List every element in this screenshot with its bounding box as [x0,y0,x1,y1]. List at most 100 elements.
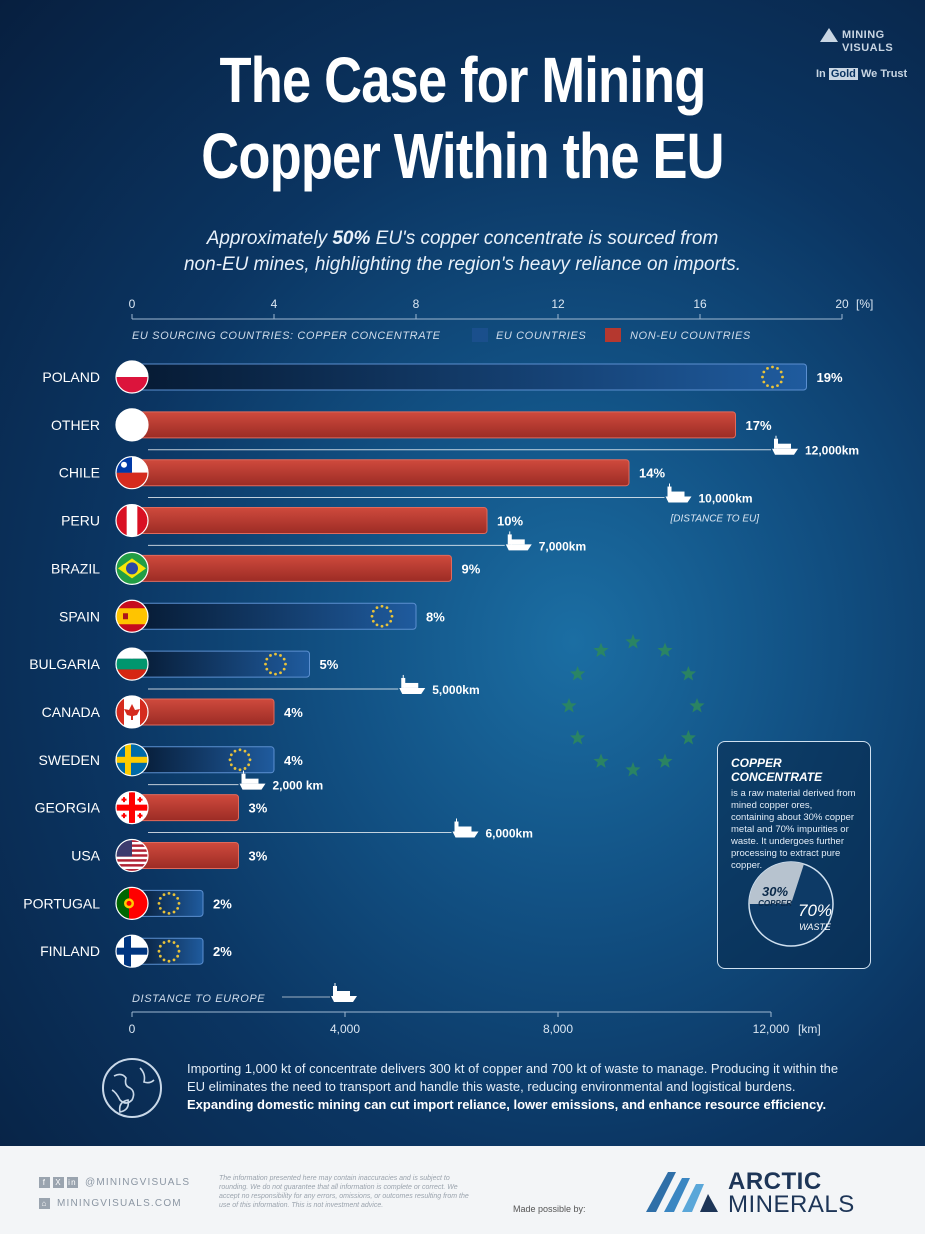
legend-non-eu-swatch [605,328,621,342]
copper-concentrate-info: COPPER CONCENTRATE is a raw material der… [717,741,871,969]
eu-emblem-star [162,910,166,914]
eu-star [593,642,609,657]
country-row-spain: SPAIN 8% [59,599,445,633]
pie-copper-name: COPPER [758,899,792,908]
country-row-georgia: GEORGIA 3% [35,791,268,825]
eu-emblem-star [274,672,277,676]
social-handle[interactable]: @MININGVISUALS [84,1177,191,1189]
ship-icon [399,674,426,694]
eu-star [657,642,673,657]
share-label: 10% [497,514,523,529]
route-georgia: 2,000 km [148,770,323,793]
share-label: 2% [213,896,232,911]
none-flag-icon [116,408,148,441]
eu-emblem-star [228,758,232,762]
eu-emblem-star [157,901,161,905]
share-label: 3% [249,801,268,816]
country-label: USA [71,848,100,864]
share-axis-tick-label: 8 [413,297,420,311]
distance-label: 7,000km [539,539,586,553]
share-label: 5% [320,657,339,672]
eu-emblem-star [233,749,237,753]
eu-emblem-star [243,749,247,753]
georgia-flag-icon [116,791,148,824]
eu-star [561,698,577,713]
eu-emblem-star [172,910,176,914]
pie-waste-name: WASTE [799,922,832,932]
route-canada: 5,000km [148,674,480,697]
distance-axis-tick-label: 4,000 [330,1022,360,1036]
eu-emblem-star [233,767,237,770]
eu-star [570,666,586,681]
eu-emblem-star [781,375,784,379]
linkedin-icon[interactable]: in [67,1177,78,1188]
eu-emblem-star [243,767,247,770]
eu-star [689,698,705,713]
country-label: FINLAND [40,943,100,959]
share-axis: 0 4 8 12 16 20 [%] [129,297,873,320]
home-icon: ⌂ [39,1198,50,1209]
eu-emblem-star [274,652,277,656]
eu-emblem-star [265,667,269,671]
eu-emblem-star [371,619,375,623]
eu-emblem-star [380,604,384,608]
country-row-other: OTHER 17% [51,408,772,442]
eu-emblem-star [229,753,233,757]
eu-emblem-star [375,623,379,627]
country-row-finland: FINLAND 2% [40,934,232,968]
eu-emblem-star [162,893,166,897]
share-label: 9% [462,561,481,576]
country-row-chile: CHILE 14% [59,456,665,490]
eu-emblem-star [177,901,181,905]
sweden-flag-icon [116,743,148,776]
country-label: CHILE [59,465,100,481]
legend-non-eu-label: NON-EU COUNTRIES [630,330,751,342]
x-icon[interactable]: X [53,1177,64,1188]
legend-heading: EU SOURCING COUNTRIES: COPPER CONCENTRAT… [132,330,441,342]
eu-emblem-star [284,662,287,666]
eu-emblem-star [158,954,162,958]
eu-emblem-star [176,896,180,900]
eu-emblem-star [172,893,176,897]
eu-emblem-star [265,657,269,661]
country-row-brazil: BRAZIL 9% [51,551,481,586]
eu-emblem-star [158,896,162,900]
eu-emblem-star [172,958,176,962]
share-axis-tick-label: 20 [835,297,849,311]
country-label: PORTUGAL [23,895,100,911]
info-title: COPPER CONCENTRATE [731,756,823,784]
eu-emblem-star [238,748,242,752]
facebook-icon[interactable]: f [39,1177,50,1188]
distance-axis: DISTANCE TO EUROPE 0 4,000 8,000 12,000 [km] [129,983,821,1036]
share-axis-tick-label: 4 [271,297,278,311]
finland-flag-icon [116,935,148,968]
country-row-canada: CANADA 4% [42,695,303,729]
eu-emblem-star [247,763,251,767]
poland-flag-icon [116,361,148,393]
eu-star [657,753,673,768]
eu-emblem-star [162,958,166,962]
eu-emblem-star [389,609,393,613]
distance-axis-unit: [km] [798,1022,821,1036]
mining-visuals-logo: MINING VISUALS [820,28,893,54]
share-axis-tick-label: 16 [693,297,707,311]
route-brazil: 7,000km [148,531,586,553]
share-label: 4% [284,705,303,720]
eu-emblem-star [167,959,171,963]
pie-waste-pct: 70% [798,901,832,920]
peru-flag-icon [116,504,148,537]
website-link[interactable]: MININGVISUALS.COM [56,1198,182,1210]
mountain-icon [820,28,838,42]
eu-emblem-star [264,662,267,666]
share-label: 19% [817,370,843,385]
distance-axis-tick-label: 12,000 [753,1022,790,1036]
share-label: 14% [639,466,665,481]
eu-star [625,762,641,777]
portugal-flag-icon [116,887,148,920]
eu-emblem-star [761,375,764,379]
eu-emblem-star [771,385,774,389]
eu-emblem-star [766,366,769,370]
eu-emblem-star [176,954,180,958]
eu-emblem-star [771,365,774,369]
